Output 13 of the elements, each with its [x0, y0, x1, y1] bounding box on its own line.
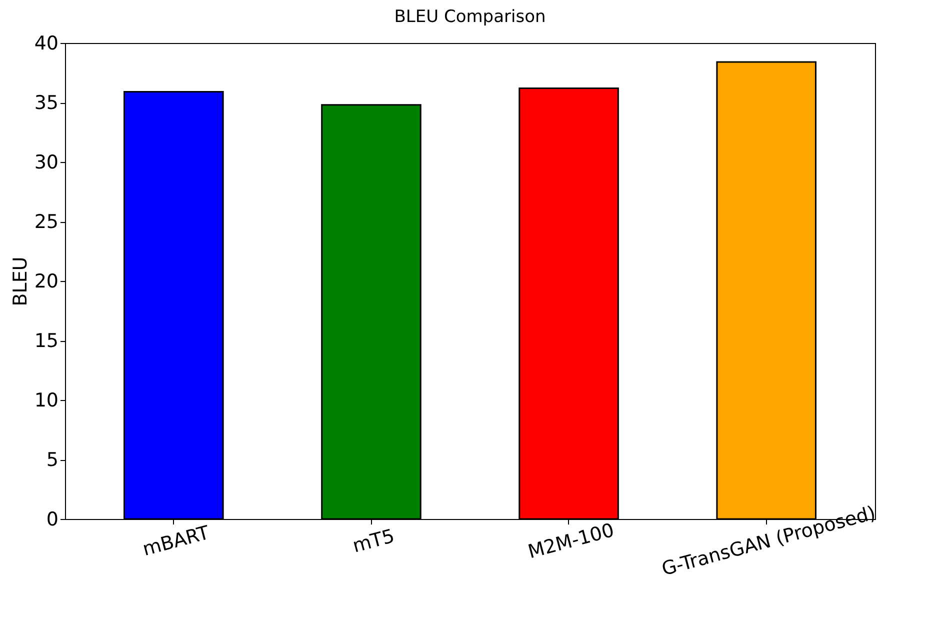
x-tick-label: mT5: [350, 525, 397, 558]
y-tick-label: 20: [34, 270, 58, 292]
y-tick-label: 25: [34, 211, 58, 233]
y-tick-label: 15: [34, 330, 58, 352]
y-tick-label: 35: [34, 92, 58, 114]
y-tick-label: 30: [34, 152, 58, 174]
y-tick-label: 5: [46, 449, 58, 471]
y-tick-label: 40: [34, 32, 58, 54]
y-tick-label: 0: [46, 508, 58, 530]
chart-title: BLEU Comparison: [394, 7, 546, 27]
y-axis-title: BLEU: [9, 256, 32, 306]
x-tick-label: mBART: [140, 522, 212, 561]
y-tick-label: 10: [34, 390, 58, 412]
